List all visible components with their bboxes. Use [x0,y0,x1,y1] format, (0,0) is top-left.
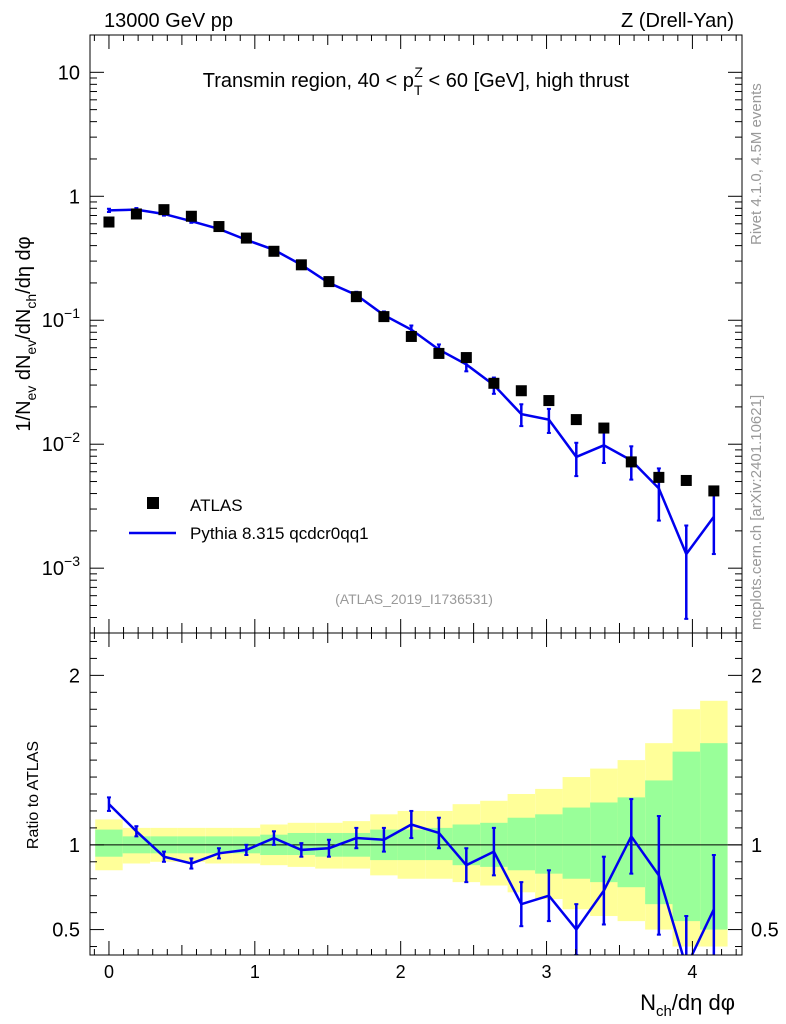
atlas-data-point [433,347,445,359]
ratio-band-inner [535,814,563,874]
atlas-data-point [570,414,582,426]
y-tick-label: 10−2 [42,429,80,456]
ratio-y-tick-label: 1 [69,835,80,857]
atlas-data-point [680,474,692,486]
legend-atlas-label: ATLAS [190,496,243,515]
atlas-data-point [488,377,500,389]
atlas-data-point [158,204,170,216]
atlas-data-point [653,471,665,483]
y-tick-label: 10−1 [42,305,80,332]
atlas-data-point [708,485,720,497]
atlas-data-point [350,291,362,303]
analysis-label: (ATLAS_2019_I1736531) [335,591,493,607]
x-tick-label: 3 [542,962,552,982]
atlas-data-point [103,216,115,228]
atlas-data-point [240,232,252,244]
atlas-data-point [543,395,555,407]
rivet-version-label: Rivet 4.1.0, 4.5M events [748,83,765,245]
header-right: Z (Drell-Yan) [621,10,734,32]
y-tick-label: 1 [69,186,80,208]
atlas-data-point [405,330,417,342]
ratio-panel: 0 1 2 3 4 0.5 0.5 1 1 2 2 Ratio to ATLAS Nch/dη dφ [25,632,779,1020]
mcplots-label: mcplots.cern.ch [arXiv:2401.10621] [748,395,765,630]
atlas-data-point [460,352,472,364]
x-axis-label: Nch/dη dφ [640,990,735,1020]
x-tick-label: 4 [687,962,697,982]
x-tick-label: 0 [104,962,114,982]
y-tick-label: 10 [58,62,80,84]
atlas-data-point [515,385,527,397]
ratio-band-inner [562,807,591,879]
ratio-y-axis-label: Ratio to ATLAS [25,741,42,849]
ratio-band-inner [507,817,536,871]
ratio-y-tick-label: 0.5 [52,920,80,942]
ratio-y-tick-label: 2 [69,665,80,687]
y-tick-label: 10−3 [42,553,80,580]
x-tick-label: 2 [396,962,406,982]
main-panel: 10−3 10−2 10−1 1 10 Transmin region, 40 < pT… [13,34,743,634]
atlas-data-point [295,259,307,271]
ratio-band-inner [95,829,123,857]
atlas-data-point [625,456,637,468]
legend-atlas-marker [147,497,159,509]
atlas-data-point [598,422,610,434]
legend: ATLAS Pythia 8.315 qcdcr0qq1 [129,496,369,543]
atlas-data-point [268,245,280,257]
ratio-y-tick-label-right: 1 [751,835,762,857]
atlas-data-point [323,276,335,288]
ratio-band-inner [672,751,700,922]
x-tick-label: 1 [250,962,260,982]
main-y-axis-label: 1/Nev dNev/dNch/dη dφ [13,236,39,431]
atlas-data-point [185,210,197,222]
legend-mc-label: Pythia 8.315 qcdcr0qq1 [190,524,369,543]
main-title: Transmin region, 40 < pTZ < 60 [GeV], hi… [203,64,630,98]
header-left: 13000 GeV pp [104,10,233,32]
ratio-mc-group [106,796,716,955]
atlas-data-point [378,311,390,323]
atlas-data-point [213,221,225,233]
ratio-y-tick-label-right: 2 [751,665,762,687]
atlas-data-point [130,208,142,220]
ratio-y-tick-label-right: 0.5 [751,920,779,942]
